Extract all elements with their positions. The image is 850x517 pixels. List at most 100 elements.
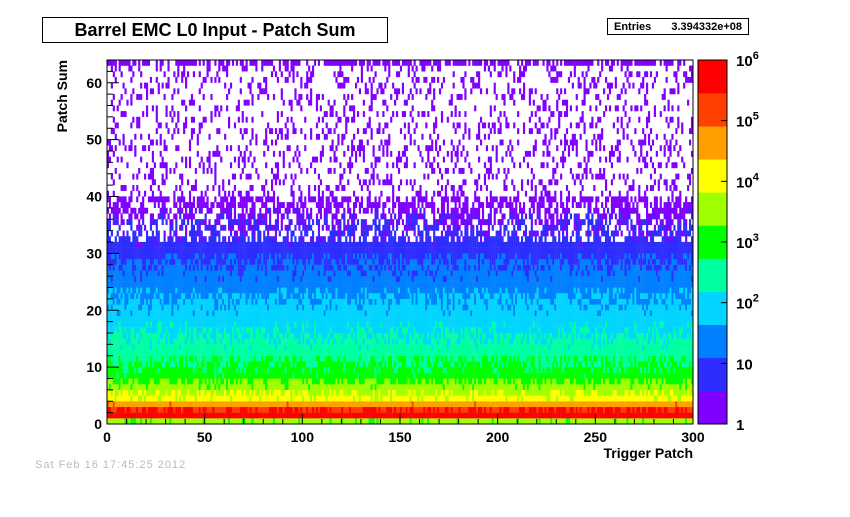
- heatmap-cell: [185, 327, 188, 334]
- heatmap-cell: [120, 361, 123, 368]
- heatmap-cell: [231, 196, 235, 203]
- heatmap-cell: [118, 293, 121, 299]
- heatmap-cell: [140, 213, 143, 220]
- heatmap-cell: [108, 219, 111, 226]
- heatmap-cell: [222, 241, 225, 248]
- heatmap-cell: [200, 196, 203, 203]
- heatmap-cell: [310, 310, 313, 317]
- heatmap-cell: [183, 247, 186, 254]
- heatmap-cell: [333, 395, 336, 402]
- heatmap-cell: [302, 236, 305, 243]
- heatmap-cell: [200, 327, 203, 334]
- heatmap-cell: [140, 281, 143, 288]
- heatmap-cell: [132, 367, 135, 373]
- heatmap-cell: [243, 287, 246, 294]
- heatmap-cell: [216, 344, 219, 351]
- heatmap-cell: [200, 361, 203, 368]
- heatmap-cell: [282, 378, 285, 385]
- heatmap-cell: [177, 276, 180, 282]
- heatmap-cell: [269, 298, 272, 305]
- heatmap-cell: [208, 133, 211, 140]
- heatmap-cell: [298, 207, 301, 214]
- heatmap-cell: [304, 116, 307, 123]
- heatmap-cell: [169, 327, 172, 334]
- heatmap-cell: [212, 287, 215, 294]
- heatmap-cell: [220, 59, 223, 66]
- heatmap-cell: [286, 276, 289, 282]
- heatmap-cell: [331, 287, 334, 294]
- heatmap-cell: [185, 310, 188, 317]
- heatmap-cell: [313, 310, 317, 317]
- heatmap-cell: [144, 327, 147, 334]
- heatmap-cell: [130, 196, 133, 203]
- heatmap-cell: [251, 241, 254, 248]
- heatmap-cell: [196, 298, 199, 305]
- heatmap-cell: [298, 185, 301, 191]
- heatmap-cell: [183, 219, 186, 226]
- heatmap-cell: [288, 367, 291, 373]
- heatmap-cell: [229, 270, 233, 277]
- heatmap-cell: [255, 406, 258, 413]
- heatmap-cell: [321, 418, 324, 425]
- heatmap-cell: [237, 236, 240, 243]
- heatmap-cell: [245, 378, 248, 385]
- heatmap-cell: [300, 247, 303, 254]
- heatmap-cell: [175, 276, 178, 282]
- heatmap-cell: [190, 315, 194, 322]
- heatmap-cell: [212, 253, 215, 260]
- heatmap-cell: [218, 281, 221, 288]
- heatmap-cell: [157, 338, 160, 345]
- heatmap-cell: [265, 304, 268, 311]
- heatmap-cell: [319, 264, 322, 271]
- heatmap-cell: [233, 367, 237, 373]
- heatmap-cell: [229, 293, 233, 299]
- heatmap-cell: [251, 293, 254, 299]
- heatmap-cell: [194, 401, 197, 408]
- heatmap-cell: [140, 82, 143, 89]
- heatmap-cell: [167, 332, 170, 339]
- heatmap-cell: [298, 94, 301, 100]
- heatmap-cell: [255, 338, 258, 345]
- heatmap-cell: [114, 327, 117, 334]
- heatmap-cell: [237, 406, 240, 413]
- heatmap-cell: [112, 367, 115, 373]
- heatmap-cell: [118, 355, 121, 362]
- heatmap-cell: [270, 253, 274, 260]
- heatmap-cell: [210, 207, 213, 214]
- heatmap-cell: [185, 122, 188, 129]
- heatmap-cell: [175, 344, 178, 351]
- heatmap-cell: [167, 401, 170, 408]
- heatmap-cell: [331, 139, 334, 146]
- heatmap-cell: [237, 247, 240, 254]
- heatmap-cell: [110, 65, 113, 72]
- heatmap-cell: [329, 349, 332, 356]
- heatmap-cell: [306, 76, 309, 83]
- heatmap-cell: [261, 412, 264, 419]
- heatmap-cell: [247, 344, 250, 351]
- heatmap-cell: [126, 293, 129, 299]
- heatmap-cell: [179, 378, 182, 385]
- heatmap-cell: [229, 145, 233, 152]
- heatmap-cell: [280, 270, 283, 277]
- heatmap-cell: [153, 179, 156, 186]
- heatmap-cell: [132, 247, 135, 254]
- heatmap-cell: [251, 230, 254, 237]
- heatmap-cell: [239, 332, 242, 339]
- heatmap-cell: [308, 406, 311, 413]
- heatmap-cell: [210, 258, 213, 265]
- heatmap-cell: [149, 304, 153, 311]
- heatmap-cell: [138, 270, 141, 277]
- heatmap-cell: [186, 367, 190, 373]
- heatmap-cell: [181, 321, 184, 328]
- heatmap-cell: [214, 236, 217, 243]
- heatmap-cell: [226, 258, 229, 265]
- heatmap-cell: [106, 241, 110, 248]
- heatmap-cell: [237, 241, 240, 248]
- heatmap-cell: [136, 253, 139, 260]
- heatmap-cell: [335, 372, 338, 379]
- heatmap-cell: [331, 310, 334, 317]
- heatmap-cell: [186, 378, 190, 385]
- heatmap-cell: [169, 167, 172, 174]
- heatmap-cell: [255, 281, 258, 288]
- heatmap-cell: [261, 384, 264, 390]
